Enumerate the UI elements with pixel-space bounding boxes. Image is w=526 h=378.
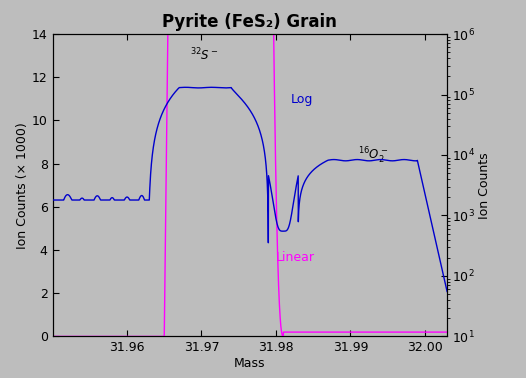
Text: $^{16}O_2^-$: $^{16}O_2^-$ [358, 146, 389, 166]
X-axis label: Mass: Mass [234, 357, 266, 370]
Y-axis label: Ion Counts: Ion Counts [478, 152, 491, 218]
Y-axis label: Ion Counts (× 1000): Ion Counts (× 1000) [16, 122, 29, 249]
Text: $^{32}S^-$: $^{32}S^-$ [190, 46, 219, 63]
Text: Linear: Linear [276, 251, 315, 264]
Text: Log: Log [291, 93, 313, 106]
Title: Pyrite (FeS₂) Grain: Pyrite (FeS₂) Grain [163, 13, 337, 31]
